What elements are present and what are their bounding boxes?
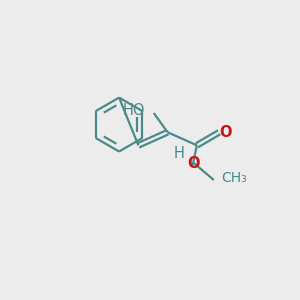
Text: HO: HO — [123, 103, 145, 118]
Text: O: O — [188, 155, 200, 170]
Text: H: H — [174, 146, 184, 160]
Text: CH₃: CH₃ — [221, 172, 247, 185]
Text: O: O — [219, 125, 232, 140]
